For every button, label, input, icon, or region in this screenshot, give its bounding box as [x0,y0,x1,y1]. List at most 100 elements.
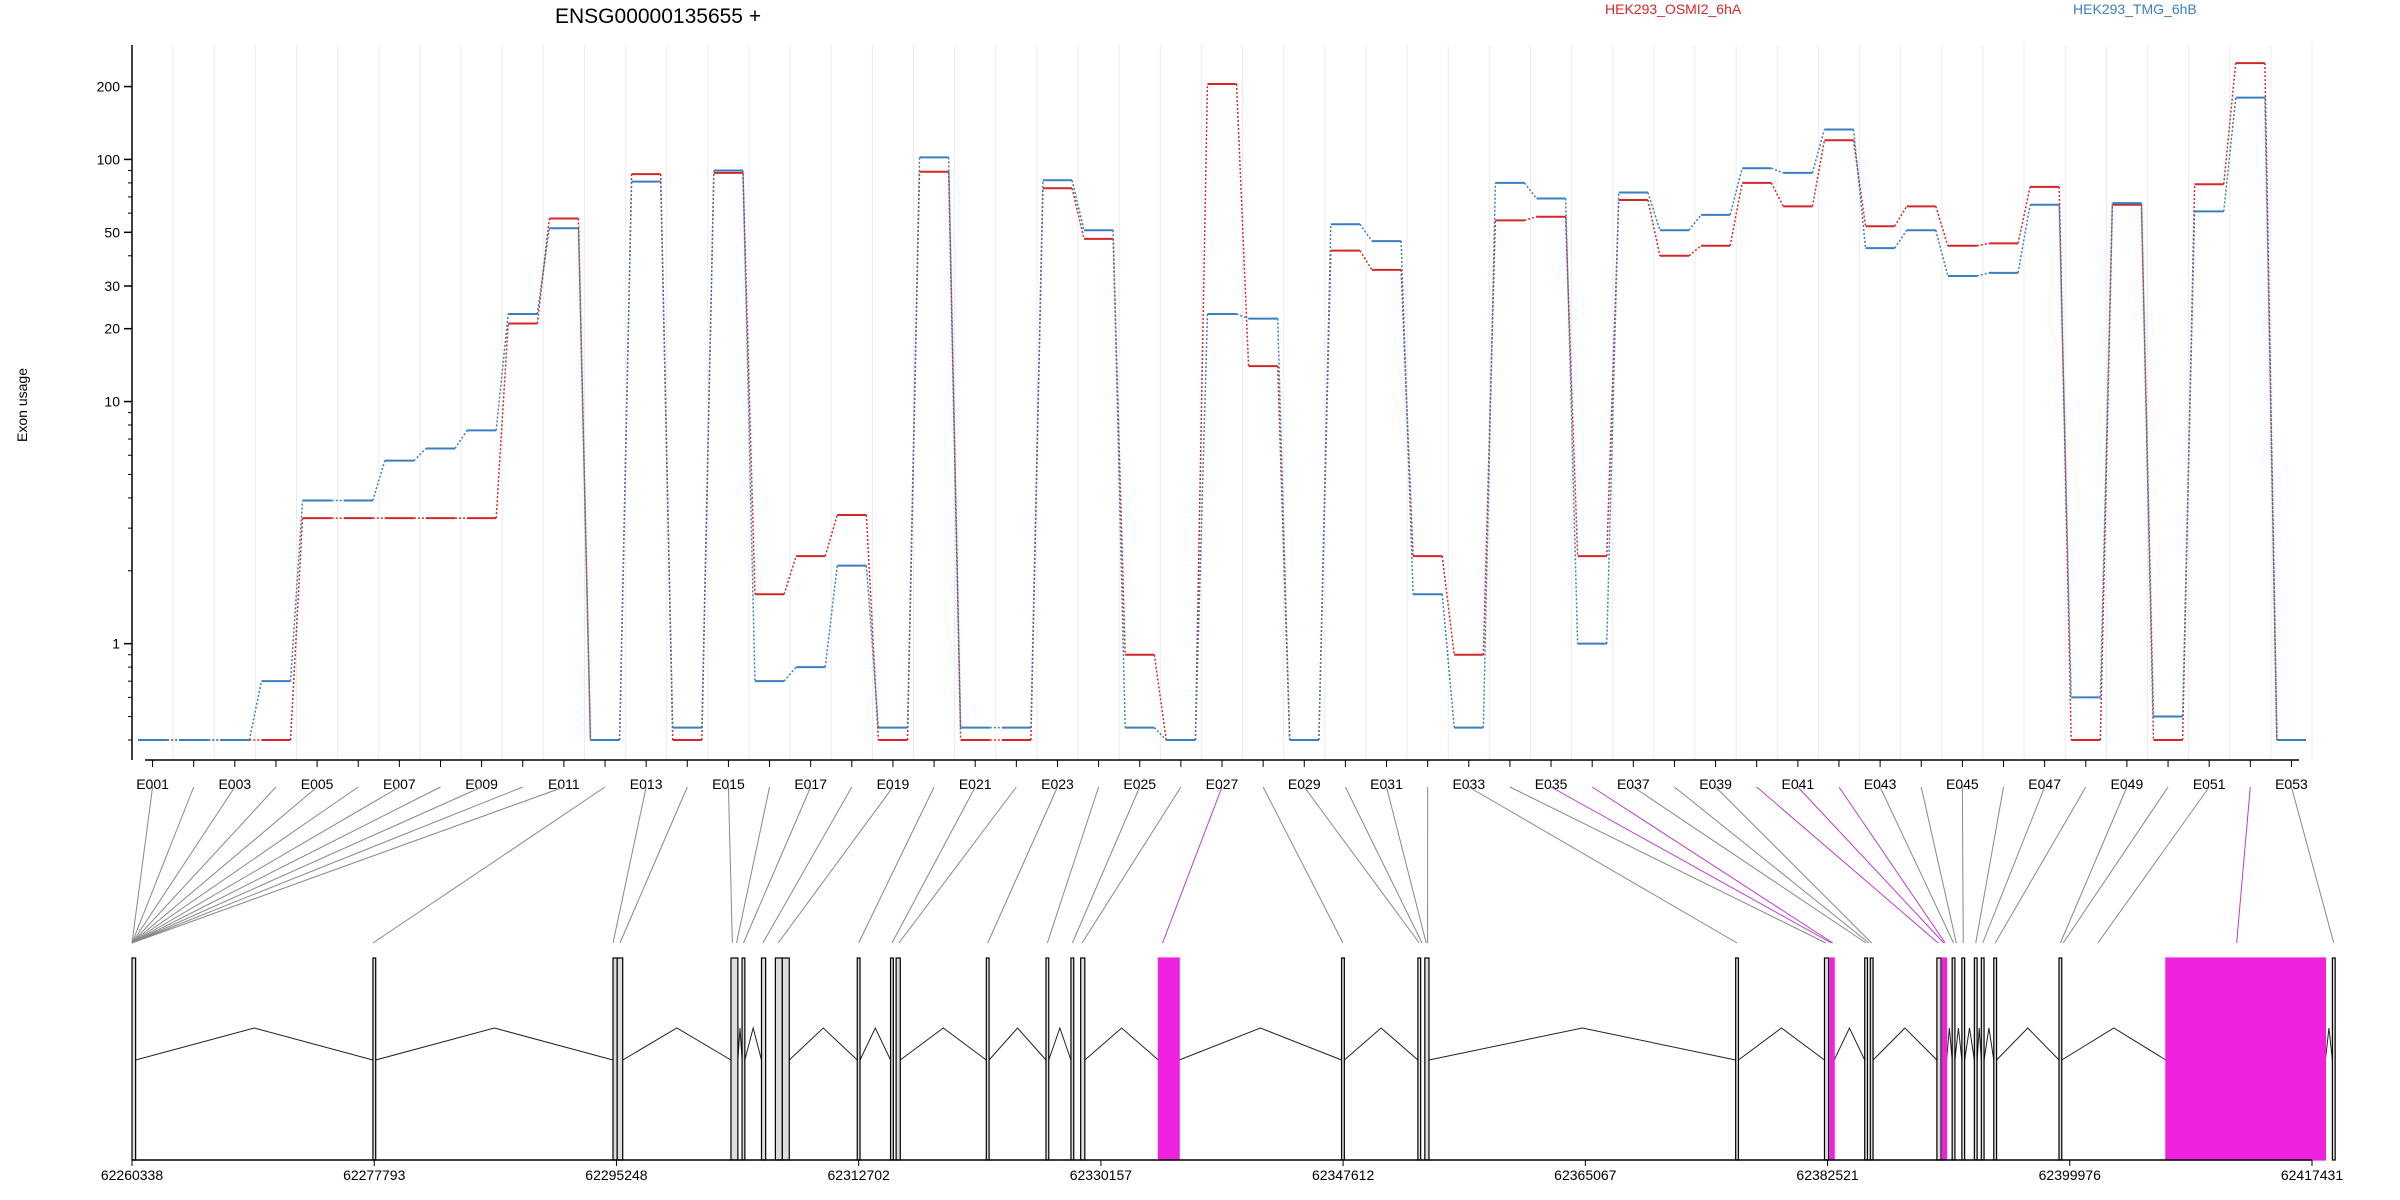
exon-connector [727,786,733,944]
x-tick-label: E049 [2111,776,2144,792]
exon-box [774,957,783,1161]
exon-box [131,957,137,1161]
series-connector [1030,180,1044,728]
intron-arc [622,1027,732,1061]
series-osmi2 [138,62,2306,741]
genomic-tick-label: 62365067 [1554,1167,1617,1183]
series-connector [536,218,551,324]
exon-connector [1386,786,1427,944]
series-connector [1112,230,1126,728]
series-connector [1688,214,1702,231]
exon-connector [987,786,1058,944]
exon-connector [1550,786,1832,944]
exon-connector [1071,786,1141,944]
chart-title: ENSG00000135655 + [555,5,761,28]
exon-connector [131,786,523,944]
intron-arc [1084,1027,1159,1061]
x-tick-label: E023 [1041,776,1074,792]
series-connector [1852,140,1867,227]
intron-arc [1996,1027,2060,1061]
series-connector [2264,97,2278,741]
series-connector [2222,63,2237,185]
exon-box [1735,957,1740,1161]
series-connector [1935,206,1949,246]
x-tick-label: E011 [548,776,580,792]
exon-box [760,957,767,1161]
series-connector [577,228,592,741]
x-tick-label: E053 [2275,776,2308,792]
exon-connector [1674,786,1870,944]
exon-box [1993,957,1998,1161]
x-tick-label: E041 [1781,776,1814,792]
y-axis: 1 10 20 30 50 100 200 [97,45,133,760]
exon-connector [1994,786,2087,944]
exon-box [1951,957,1956,1161]
intron-arc [1976,1027,1982,1061]
legend-entry-osmi2: HEK293_OSMI2_6hA [1605,1,1742,17]
x-tick-label: E007 [383,776,416,792]
exon-connector [2097,786,2210,944]
intron-arc [1964,1027,1975,1061]
genomic-tick-label: 62382521 [1796,1167,1859,1183]
exon-connector [1797,786,1945,944]
exon-connector [1509,786,1827,944]
exon-box [1829,957,1835,1161]
series-connector [372,460,386,501]
series-connector [947,157,962,728]
exon-connector [898,786,1017,944]
intron-arc [988,1027,1047,1061]
series-connector [1729,168,1743,216]
exon-box [2331,957,2336,1161]
exon-connector [1975,786,2005,944]
series-connector [1811,129,1826,174]
series-connector [1482,220,1497,655]
series-connector [1688,245,1702,257]
series-connector [783,555,797,595]
gene-model [131,957,2336,1161]
series-lines [138,62,2306,741]
x-tick-label: E003 [218,776,251,792]
exon-connector [1633,786,1867,944]
exon-connector [131,786,359,944]
y-tick-label: 200 [97,79,121,95]
series-connector [2058,186,2072,741]
series-connector [1071,180,1085,231]
intron-arc [135,1027,374,1061]
exon-connector [2290,786,2335,944]
exon-connector [1591,786,1834,944]
intron-arc [899,1027,987,1061]
exon-connector [742,786,812,944]
exon-connector [1756,786,1939,944]
series-connector [413,447,427,462]
x-tick-label: E025 [1123,776,1156,792]
exon-connector [131,786,154,944]
series-connector [2140,204,2155,741]
exon-box [372,957,377,1161]
exon-box [1973,957,1978,1161]
exon-connector [777,786,894,944]
series-connector [2140,203,2155,717]
exon-connector [1838,786,1946,944]
exon-box [889,957,894,1161]
x-tick-label: E029 [1288,776,1321,792]
exon-box [1080,957,1086,1161]
genomic-coordinate-axis: 62260338 62277793 62295248 62312702 62330157… [101,1159,2343,1183]
exon-box [895,957,901,1161]
intron-arc [737,1027,743,1061]
exon-connector [131,786,236,944]
series-tmg [138,96,2306,741]
exon-box [1961,957,1966,1161]
exon-connector [131,786,482,944]
exon-connector [1961,786,1964,944]
intron-arc [1833,1026,1866,1061]
series-connector [495,313,509,431]
series-connector [2017,186,2031,244]
exon-box [1823,957,1830,1161]
y-tick-label: 10 [104,394,120,410]
exon-box [741,957,746,1161]
legend-entry-tmg: HEK293_TMG_6hB [2073,1,2197,17]
exon-box [612,957,618,1161]
series-connector [659,181,674,728]
series-connector [865,565,880,728]
exon-connector [1162,786,1223,944]
